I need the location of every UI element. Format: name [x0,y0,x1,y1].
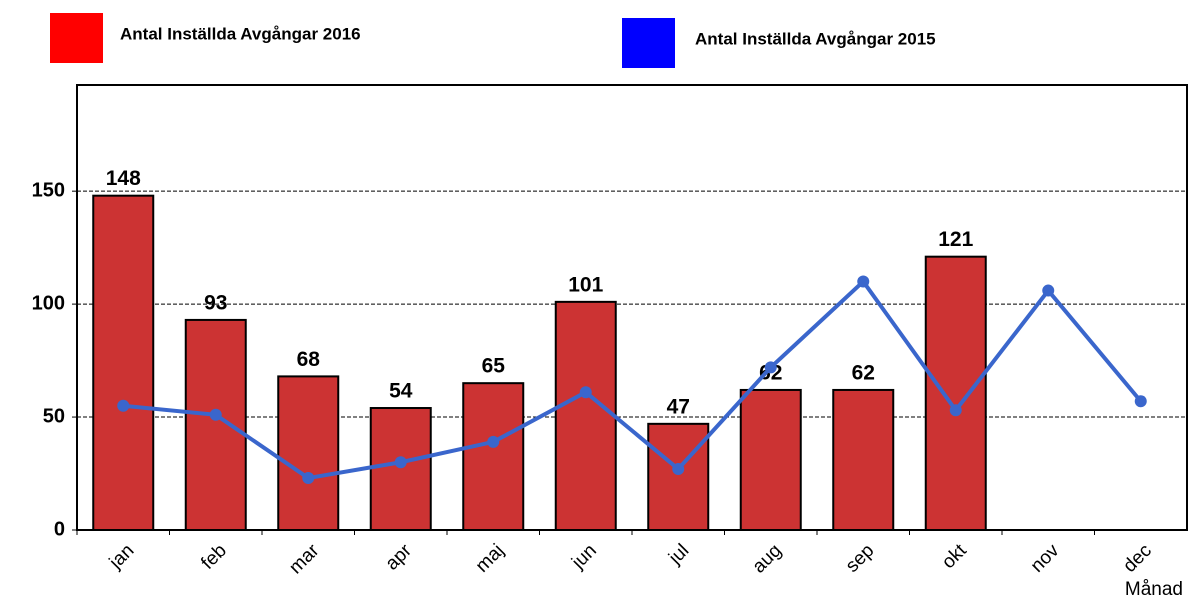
y-tick-label: 150 [32,179,65,201]
bar [184,318,247,531]
line-point [302,472,315,485]
x-tick-label: sep [842,540,879,577]
legend-label: Antal Inställda Avgångar 2015 [695,29,936,48]
y-tick-label: 0 [54,518,65,540]
x-tick-label: jun [567,540,600,573]
data-label: 62 [852,361,875,384]
x-tick-label: feb [197,540,231,574]
legend-swatch [50,13,103,63]
line-point [949,404,962,417]
data-label: 65 [482,355,506,378]
x-tick-label: jan [105,540,138,573]
bar [554,300,617,531]
data-label: 148 [106,167,141,190]
line-point [764,361,777,374]
bar [92,194,155,531]
data-label: 54 [389,380,413,403]
data-label: 121 [938,228,973,251]
bar [369,407,432,531]
line-point [487,435,500,448]
line-point [579,386,592,399]
x-tick-label: dec [1119,540,1156,577]
line-point [857,275,870,288]
legend-label: Antal Inställda Avgångar 2016 [120,24,361,43]
x-tick-label: nov [1027,540,1064,577]
x-tick-label: apr [382,540,417,575]
bar [277,375,340,531]
data-label: 68 [297,348,321,371]
line-point [209,408,222,421]
legend-swatch [622,18,675,68]
data-label: 47 [667,395,690,418]
x-tick-label: mar [285,540,323,578]
x-tick-label: aug [749,540,786,577]
x-tick-label: okt [938,540,971,573]
bar [924,255,987,531]
bar [462,382,525,531]
x-axis-label: Månad [1125,579,1183,600]
data-label: 93 [204,291,227,314]
line [123,278,1143,481]
line-point [394,456,407,469]
data-label: 101 [568,273,603,296]
x-tick-label: jul [664,540,693,569]
line-point [117,399,130,412]
x-tick-label: maj [472,540,509,577]
y-tick-label: 50 [43,405,65,427]
line-point [1134,395,1147,408]
line-point [1042,284,1055,297]
bar [739,388,802,532]
line-point [672,463,685,476]
bar [647,422,710,531]
y-tick-label: 100 [32,292,65,314]
bar [832,388,895,532]
